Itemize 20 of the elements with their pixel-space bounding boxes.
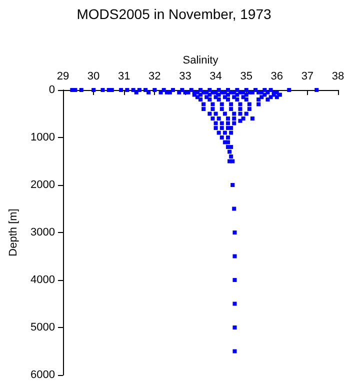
x-tick-label: 29: [56, 70, 70, 82]
x-tick-label: 36: [270, 70, 284, 82]
y-tick-label: 0: [48, 84, 55, 96]
y-tick-label: 4000: [30, 274, 55, 286]
y-tick-label: 2000: [30, 179, 55, 191]
y-tick-label: 3000: [30, 226, 55, 238]
x-tick-label: 33: [179, 70, 192, 82]
x-tick-label: 32: [148, 70, 161, 82]
x-tick-label: 37: [301, 70, 314, 82]
x-axis-title: Salinity: [182, 54, 219, 66]
x-tick-label: 30: [87, 70, 100, 82]
y-tick-label: 1000: [30, 132, 55, 144]
x-tick-label: 34: [210, 70, 222, 82]
x-tick-label: 35: [240, 70, 252, 82]
y-tick-label: 6000: [30, 369, 55, 381]
x-tick-label: 31: [118, 70, 130, 82]
y-axis-title: Depth [m]: [8, 208, 20, 256]
chart-title: MODS2005 in November, 1973: [76, 6, 272, 22]
y-tick-label: 5000: [30, 322, 55, 334]
x-tick-label: 38: [332, 70, 344, 82]
